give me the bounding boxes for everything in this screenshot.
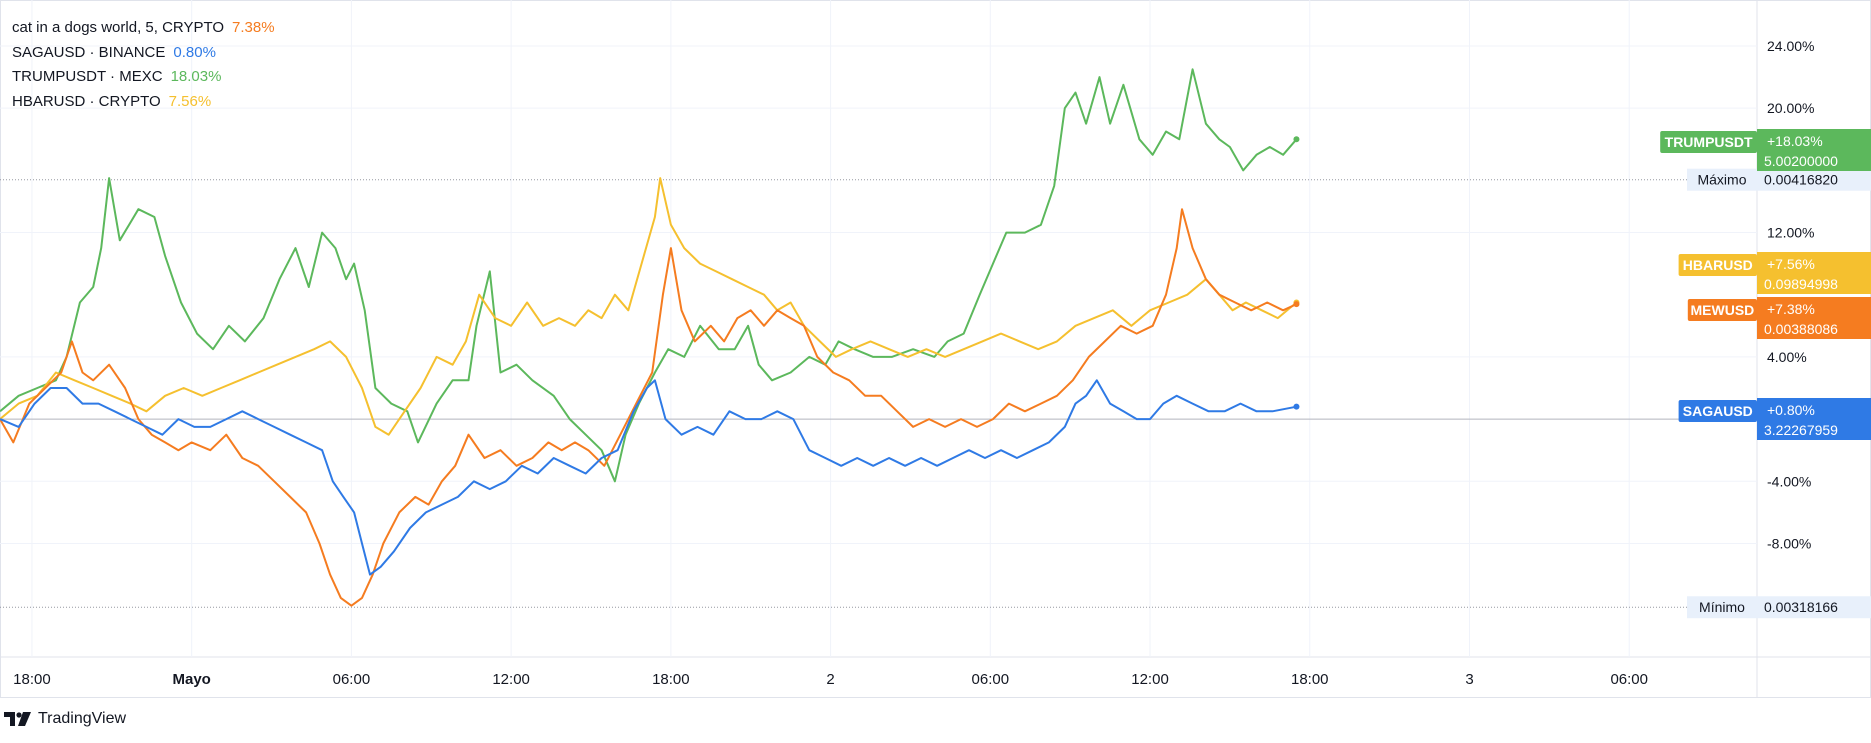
brand-name: TradingView bbox=[38, 710, 127, 727]
x-tick-label: 06:00 bbox=[333, 671, 371, 688]
y-tick-label: -8.00% bbox=[1767, 536, 1811, 552]
series-pct-label: +0.80% bbox=[1767, 402, 1815, 418]
legend-label: cat in a dogs world, 5, CRYPTO bbox=[12, 19, 225, 36]
reference-label-box bbox=[1687, 168, 1757, 191]
y-tick-label: 4.00% bbox=[1767, 349, 1807, 365]
reference-label-box bbox=[1687, 596, 1757, 619]
series-name-tag bbox=[1660, 131, 1757, 153]
series-value-tag bbox=[1757, 398, 1871, 440]
series-pct-label: +7.56% bbox=[1767, 256, 1815, 272]
series-line-mewusd bbox=[0, 208, 1297, 607]
x-tick-label: 2 bbox=[826, 671, 834, 688]
legend-row[interactable]: HBARUSD · CRYPTO 7.56% bbox=[12, 90, 275, 115]
series-line-sagausd bbox=[0, 379, 1297, 576]
series-price-label: 0.00388086 bbox=[1764, 321, 1838, 337]
series-price-label: 0.09894998 bbox=[1764, 276, 1838, 292]
x-tick-label: 18:00 bbox=[1291, 671, 1329, 688]
reference-value: 0.00416820 bbox=[1764, 172, 1838, 188]
series-name-tag bbox=[1678, 400, 1757, 422]
series-layer bbox=[0, 68, 1300, 607]
legend-label: TRUMPUSDT · MEXC bbox=[12, 68, 163, 85]
legend-pct: 0.80% bbox=[173, 43, 216, 61]
x-tick-label: 12:00 bbox=[492, 671, 530, 688]
legend: cat in a dogs world, 5, CRYPTO 7.38% SAGA… bbox=[12, 16, 275, 114]
x-tick-label: 3 bbox=[1465, 671, 1473, 688]
y-tick-label: 24.00% bbox=[1767, 38, 1814, 54]
series-price-label: 3.22267959 bbox=[1764, 422, 1838, 438]
series-pct-label: +7.38% bbox=[1767, 301, 1815, 317]
series-value-tag bbox=[1757, 252, 1871, 294]
x-tick-label: 06:00 bbox=[972, 671, 1010, 688]
reference-value-box bbox=[1757, 596, 1871, 619]
chart-frame bbox=[0, 0, 1871, 698]
legend-row[interactable]: TRUMPUSDT · MEXC 18.03% bbox=[12, 65, 275, 90]
y-tick-label: -4.00% bbox=[1767, 473, 1811, 489]
tradingview-brand[interactable]: TradingView bbox=[4, 710, 126, 728]
reference-value: 0.00318166 bbox=[1764, 599, 1838, 615]
x-tick-label: 18:00 bbox=[652, 671, 690, 688]
reference-label: Máximo bbox=[1697, 172, 1746, 188]
legend-label: SAGAUSD · BINANCE bbox=[12, 43, 166, 61]
axis-layer: 24.00% 20.00% 12.00% 4.00% -4.00% -8.00% 18:00… bbox=[13, 38, 1814, 688]
series-name-label: TRUMPUSDT bbox=[1665, 134, 1753, 150]
reference-label: Mínimo bbox=[1699, 599, 1745, 615]
series-end-point bbox=[1293, 136, 1300, 143]
series-end-point bbox=[1293, 403, 1300, 410]
grid-layer bbox=[0, 0, 1871, 698]
series-name-tag bbox=[1678, 254, 1757, 276]
series-end-point bbox=[1293, 301, 1300, 308]
series-line-hbarusd bbox=[0, 177, 1298, 436]
legend-label: HBARUSD · CRYPTO bbox=[12, 92, 161, 110]
reference-value-box bbox=[1757, 168, 1871, 191]
series-name-tag bbox=[1687, 299, 1757, 321]
tag-layer: Máximo 0.00416820 Mínimo 0.00318166 TRUMPUSD… bbox=[1660, 129, 1871, 619]
x-tick-label: 06:00 bbox=[1610, 671, 1648, 688]
x-tick-label: 12:00 bbox=[1131, 671, 1169, 688]
series-name-label: HBARUSD bbox=[1683, 257, 1753, 273]
x-tick-label: 18:00 bbox=[13, 671, 51, 688]
legend-pct: 18.03% bbox=[170, 68, 222, 85]
series-pct-label: +18.03% bbox=[1767, 133, 1823, 149]
series-value-tag bbox=[1757, 129, 1871, 171]
legend-pct: 7.38% bbox=[232, 19, 275, 36]
y-tick-label: 20.00% bbox=[1767, 100, 1814, 116]
series-value-tag bbox=[1757, 297, 1871, 339]
legend-pct: 7.56% bbox=[168, 92, 212, 110]
series-name-label: MEWUSD bbox=[1691, 302, 1755, 318]
x-tick-label: Mayo bbox=[173, 671, 211, 688]
y-tick-label: 12.00% bbox=[1767, 225, 1814, 241]
tradingview-logo-icon bbox=[4, 712, 31, 726]
series-name-label: SAGAUSD bbox=[1683, 403, 1753, 419]
legend-row[interactable]: cat in a dogs world, 5, CRYPTO 7.38% bbox=[12, 16, 275, 41]
series-price-label: 5.00200000 bbox=[1764, 153, 1838, 169]
legend-row[interactable]: SAGAUSD · BINANCE 0.80% bbox=[12, 41, 275, 66]
